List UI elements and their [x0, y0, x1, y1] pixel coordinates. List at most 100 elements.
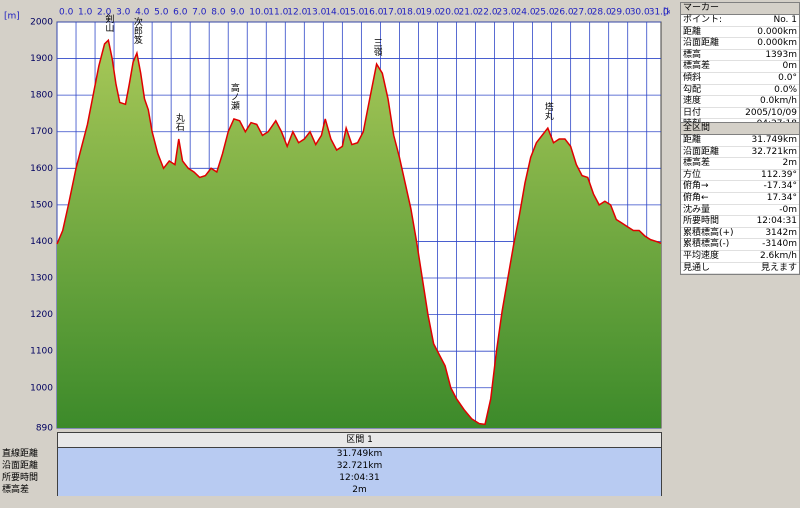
- x-axis-label: [km]: [663, 8, 670, 18]
- info-value: 0.0%: [774, 84, 797, 95]
- x-tick-label: 10.0: [249, 8, 269, 18]
- info-row: 沿面距離 0.000km: [681, 38, 799, 50]
- info-value: 112.39°: [761, 169, 797, 180]
- info-label: 俯角→: [683, 181, 709, 192]
- info-label: 沿面距離: [683, 38, 720, 49]
- x-tick-label: 0.0: [59, 8, 74, 18]
- info-row: 標高差 0m: [681, 61, 799, 73]
- info-value: 3142m: [765, 227, 797, 238]
- peak-label: 塔丸: [543, 101, 554, 121]
- info-row: 標高 1393m: [681, 50, 799, 62]
- x-tick-label: 31.0: [649, 8, 669, 18]
- info-value: 0.0km/h: [759, 96, 797, 107]
- info-label: 俯角←: [683, 192, 709, 203]
- y-tick-label: 1200: [30, 310, 53, 320]
- y-tick-label: 890: [36, 424, 53, 433]
- info-value: -3140m: [762, 239, 797, 250]
- info-row: 方位 112.39°: [681, 170, 799, 182]
- y-axis-label: [m]: [4, 12, 20, 22]
- section-row: 沿面距離 32.721km: [0, 460, 662, 472]
- x-tick-label: 20.0: [439, 8, 459, 18]
- info-row: 距離 31.749km: [681, 135, 799, 147]
- info-value: 0.000km: [757, 38, 797, 49]
- info-value: 2005/10/09: [745, 107, 797, 118]
- section-row: 直線距離 31.749km: [0, 448, 662, 460]
- info-row: 累積標高(+) 3142m: [681, 228, 799, 240]
- x-tick-label: 15.0: [344, 8, 364, 18]
- y-tick-label: 1800: [30, 91, 53, 101]
- x-tick-label: 27.0: [573, 8, 593, 18]
- peak-label: 高ノ瀬: [229, 82, 240, 111]
- info-value: 0m: [782, 61, 798, 72]
- info-row: 標高差 2m: [681, 158, 799, 170]
- peak-label: 三嶺: [372, 38, 383, 57]
- info-value: 0.0°: [778, 72, 797, 83]
- panel-title: 全区間: [681, 123, 799, 135]
- info-label: 標高: [683, 49, 702, 60]
- info-label: 累積標高(+): [683, 227, 734, 238]
- y-tick-label: 2000: [30, 18, 53, 28]
- x-tick-label: 19.0: [420, 8, 440, 18]
- y-tick-label: 1500: [30, 200, 53, 210]
- peak-label: 次郎笈: [132, 16, 143, 45]
- chart: 890 1000 1100 1200 1300 1400 1500 1600 1700 1800 1…: [4, 8, 670, 433]
- y-tick-label: 1100: [30, 347, 53, 357]
- peak-label: 丸石: [174, 112, 185, 132]
- x-tick-label: 21.0: [458, 8, 478, 18]
- info-value: 31.749km: [751, 135, 797, 145]
- info-value: No. 1: [773, 15, 797, 25]
- section-row: 標高差 2m: [0, 484, 662, 496]
- x-tick-label: 13.0: [306, 8, 326, 18]
- x-tick-label: 18.0: [401, 8, 421, 18]
- info-value: 17.34°: [766, 192, 797, 203]
- x-tick-label: 9.0: [230, 8, 245, 18]
- y-tick-label: 1900: [30, 54, 53, 64]
- x-tick-label: 24.0: [516, 8, 536, 18]
- x-tick-label: 23.0: [497, 8, 517, 18]
- x-tick-label: 11.0: [268, 8, 288, 18]
- info-value: -17.34°: [763, 181, 797, 192]
- section-table: 区間 1 直線距離 31.749km 沿面距離 32.721km 所要時間 12:04:31…: [0, 432, 662, 496]
- section-label: 直線距離: [2, 449, 39, 459]
- info-row: 速度 0.0km/h: [681, 96, 799, 108]
- info-row: 見通し 見えます: [681, 263, 799, 275]
- x-tick-label: 17.0: [382, 8, 402, 18]
- x-tick-label: 28.0: [592, 8, 612, 18]
- x-tick-label: 30.0: [630, 8, 650, 18]
- info-label: 沈み量: [683, 204, 711, 215]
- info-row: 平均速度 2.6km/h: [681, 251, 799, 263]
- info-row: 沿面距離 32.721km: [681, 147, 799, 159]
- info-label: 方位: [683, 169, 702, 180]
- info-label: 累積標高(-): [683, 239, 730, 250]
- line: [56, 38, 662, 426]
- info-label: 標高差: [683, 61, 711, 72]
- y-tick-label: 1000: [30, 383, 53, 393]
- section-label: 標高差: [2, 485, 30, 495]
- y-tick-label: 1700: [30, 127, 53, 137]
- info-label: 傾斜: [683, 72, 702, 83]
- x-tick-label: 4.0: [135, 8, 150, 18]
- info-value: 32.721km: [751, 146, 797, 157]
- info-row: 沈み量 -0m: [681, 205, 799, 217]
- info-row: 日付 2005/10/09: [681, 108, 799, 120]
- section-value: 32.721km: [57, 460, 662, 472]
- panel-title: マーカー: [681, 3, 799, 15]
- section-value: 2m: [57, 484, 662, 496]
- x-tick-label: 22.0: [478, 8, 498, 18]
- info-row: 勾配 0.0%: [681, 85, 799, 97]
- info-row: 傾斜 0.0°: [681, 73, 799, 85]
- info-row: 所要時間 12:04:31: [681, 216, 799, 228]
- section-title: 区間 1: [57, 432, 662, 448]
- info-row: ポイント: No. 1: [681, 15, 799, 27]
- info-label: 見通し: [683, 262, 711, 273]
- info-label: 勾配: [683, 84, 702, 95]
- info-label: 距離: [683, 26, 702, 37]
- info-value: 1393m: [765, 49, 797, 60]
- peak-label: 剣山: [103, 14, 114, 32]
- x-tick-label: 5.0: [154, 8, 169, 18]
- info-label: 速度: [683, 96, 702, 107]
- info-row: 俯角→ -17.34°: [681, 181, 799, 193]
- info-label: ポイント:: [683, 15, 723, 25]
- section-label: 沿面距離: [2, 461, 39, 471]
- info-value: 2.6km/h: [759, 250, 797, 261]
